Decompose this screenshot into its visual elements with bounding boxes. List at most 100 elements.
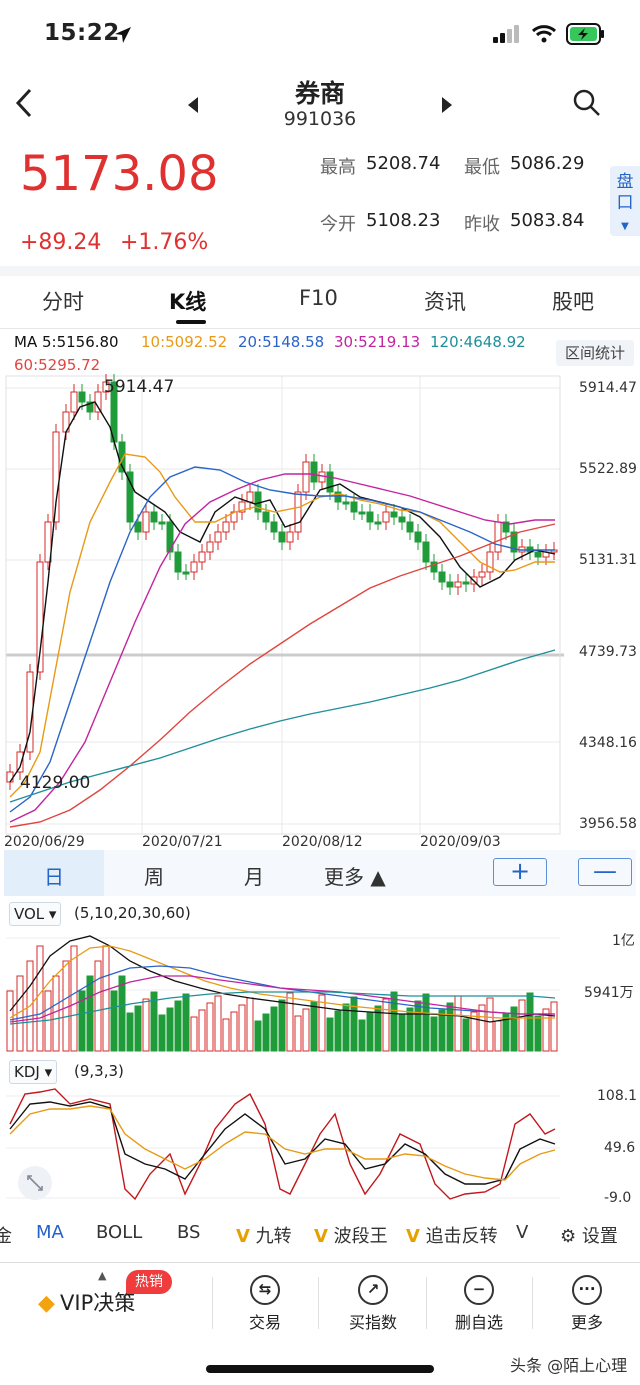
volume-bar bbox=[214, 995, 222, 1052]
volume-bar bbox=[262, 1013, 270, 1052]
kdj-tick-2: -9.0 bbox=[604, 1190, 632, 1206]
delete-favorite-label: 删自选 bbox=[454, 1313, 503, 1332]
tool-jiuzhuan[interactable]: V 九转 bbox=[236, 1222, 292, 1248]
candle-body bbox=[326, 471, 334, 493]
candle-body bbox=[302, 461, 310, 493]
tab-forum[interactable]: 股吧 bbox=[552, 290, 594, 314]
buy-index-label: 买指数 bbox=[348, 1313, 397, 1332]
volume-bar bbox=[166, 1007, 174, 1052]
low-value: 5086.29 bbox=[510, 153, 585, 174]
volume-bar bbox=[222, 1018, 230, 1052]
volume-bar bbox=[334, 1010, 342, 1052]
candle-body bbox=[86, 401, 94, 413]
zoom-out-button[interactable]: — bbox=[578, 858, 632, 886]
candle-body bbox=[294, 491, 302, 533]
candle-body bbox=[262, 511, 270, 523]
pankou-button[interactable]: 盘口 ▼ bbox=[610, 166, 640, 236]
tool-boll[interactable]: BOLL bbox=[96, 1222, 143, 1243]
candle-body bbox=[398, 516, 406, 523]
kline-low-mark: 4129.00 bbox=[20, 773, 90, 793]
candle-body bbox=[36, 561, 44, 673]
more-button[interactable]: ··· 更多 bbox=[534, 1263, 640, 1343]
prev-close-value: 5083.84 bbox=[510, 210, 585, 231]
caret-down-icon: ▼ bbox=[621, 221, 629, 232]
period-more[interactable]: 更多 ▲ bbox=[324, 865, 386, 889]
volume-bar bbox=[158, 1014, 166, 1052]
tool-partial[interactable]: 金 bbox=[0, 1226, 12, 1247]
period-month[interactable]: 月 bbox=[244, 865, 264, 889]
zoom-in-button[interactable]: + bbox=[493, 858, 547, 886]
volume-bar bbox=[454, 995, 462, 1052]
volume-bar bbox=[310, 1001, 318, 1052]
gear-icon: ⚙ bbox=[560, 1226, 577, 1247]
settings-button[interactable]: ⚙ 设置 bbox=[560, 1222, 618, 1248]
volume-bar bbox=[382, 998, 390, 1052]
home-indicator[interactable] bbox=[206, 1365, 434, 1373]
tab-f10[interactable]: F10 bbox=[299, 286, 338, 310]
delete-favorite-button[interactable]: − 删自选 bbox=[426, 1263, 532, 1343]
candle-body bbox=[78, 391, 86, 403]
location-arrow-icon bbox=[115, 27, 131, 43]
wifi-icon bbox=[531, 25, 557, 43]
volume-chart[interactable] bbox=[0, 926, 640, 1054]
prev-stock-icon[interactable] bbox=[186, 96, 200, 114]
volume-bar bbox=[462, 1018, 470, 1052]
kdj-selector[interactable]: KDJ ▾ bbox=[9, 1060, 58, 1084]
tool-ma[interactable]: MA bbox=[36, 1222, 64, 1243]
y-tick-4: 4348.16 bbox=[579, 735, 637, 751]
nav-divider bbox=[212, 1277, 213, 1329]
ma5-value: MA 5:5156.80 bbox=[14, 333, 119, 351]
candle-body bbox=[174, 551, 182, 573]
volume-bar bbox=[414, 1000, 422, 1052]
buy-index-button[interactable]: ↗ 买指数 bbox=[320, 1263, 426, 1343]
candle-body bbox=[462, 581, 470, 585]
tool-boduanwang[interactable]: V 波段王 bbox=[314, 1222, 388, 1248]
v-badge: V bbox=[406, 1226, 420, 1247]
volume-bar bbox=[286, 992, 294, 1052]
settings-label: 设置 bbox=[581, 1226, 618, 1247]
x-tick-0: 2020/06/29 bbox=[4, 834, 85, 850]
tool-zhuiji[interactable]: V 追击反转 bbox=[406, 1222, 498, 1248]
period-week[interactable]: 周 bbox=[144, 865, 164, 889]
trade-button[interactable]: ⇆ 交易 bbox=[212, 1263, 318, 1343]
fullscreen-button[interactable] bbox=[18, 1166, 52, 1200]
candle-body bbox=[494, 521, 502, 553]
tool-v-partial[interactable]: V bbox=[516, 1222, 529, 1243]
y-tick-0: 5914.47 bbox=[579, 380, 637, 396]
volume-bar bbox=[510, 1006, 518, 1052]
tab-kline[interactable]: K线 bbox=[169, 290, 207, 314]
back-icon[interactable] bbox=[12, 88, 36, 118]
candle-body bbox=[390, 511, 398, 518]
tool-bs[interactable]: BS bbox=[177, 1222, 201, 1243]
vol-selector[interactable]: VOL ▾ bbox=[9, 902, 62, 926]
kline-chart[interactable]: 5914.47 4129.00 bbox=[0, 372, 640, 850]
range-stats-button[interactable]: 区间统计 bbox=[556, 340, 634, 366]
tab-intraday[interactable]: 分时 bbox=[42, 290, 84, 314]
section-divider bbox=[0, 266, 640, 276]
period-day[interactable]: 日 bbox=[44, 865, 64, 889]
candle-body bbox=[374, 521, 382, 525]
volume-bar bbox=[318, 994, 326, 1052]
next-stock-icon[interactable] bbox=[440, 96, 454, 114]
caret-up-icon: ▲ bbox=[98, 1269, 107, 1282]
candle-body bbox=[358, 511, 366, 515]
volume-bar bbox=[326, 1017, 334, 1052]
candle-body bbox=[318, 471, 326, 483]
status-time: 15:22 bbox=[44, 20, 120, 46]
volume-bar bbox=[94, 960, 102, 1052]
period-bar bbox=[4, 850, 636, 896]
kdj-chart[interactable] bbox=[0, 1084, 640, 1214]
candle-body bbox=[198, 551, 206, 563]
volume-bar bbox=[70, 945, 78, 1052]
current-price: 5173.08 bbox=[20, 146, 219, 202]
volume-bar bbox=[502, 1013, 510, 1052]
candle-body bbox=[406, 521, 414, 533]
volume-bar bbox=[366, 1012, 374, 1052]
volume-bar bbox=[550, 1001, 558, 1052]
signal-icon bbox=[493, 25, 519, 43]
tab-news[interactable]: 资讯 bbox=[424, 290, 466, 314]
tool-zhuiji-label: 追击反转 bbox=[425, 1226, 498, 1247]
volume-bar bbox=[182, 993, 190, 1052]
search-icon[interactable] bbox=[572, 88, 602, 118]
vip-button[interactable]: ◆ VIP决策 bbox=[38, 1287, 135, 1317]
